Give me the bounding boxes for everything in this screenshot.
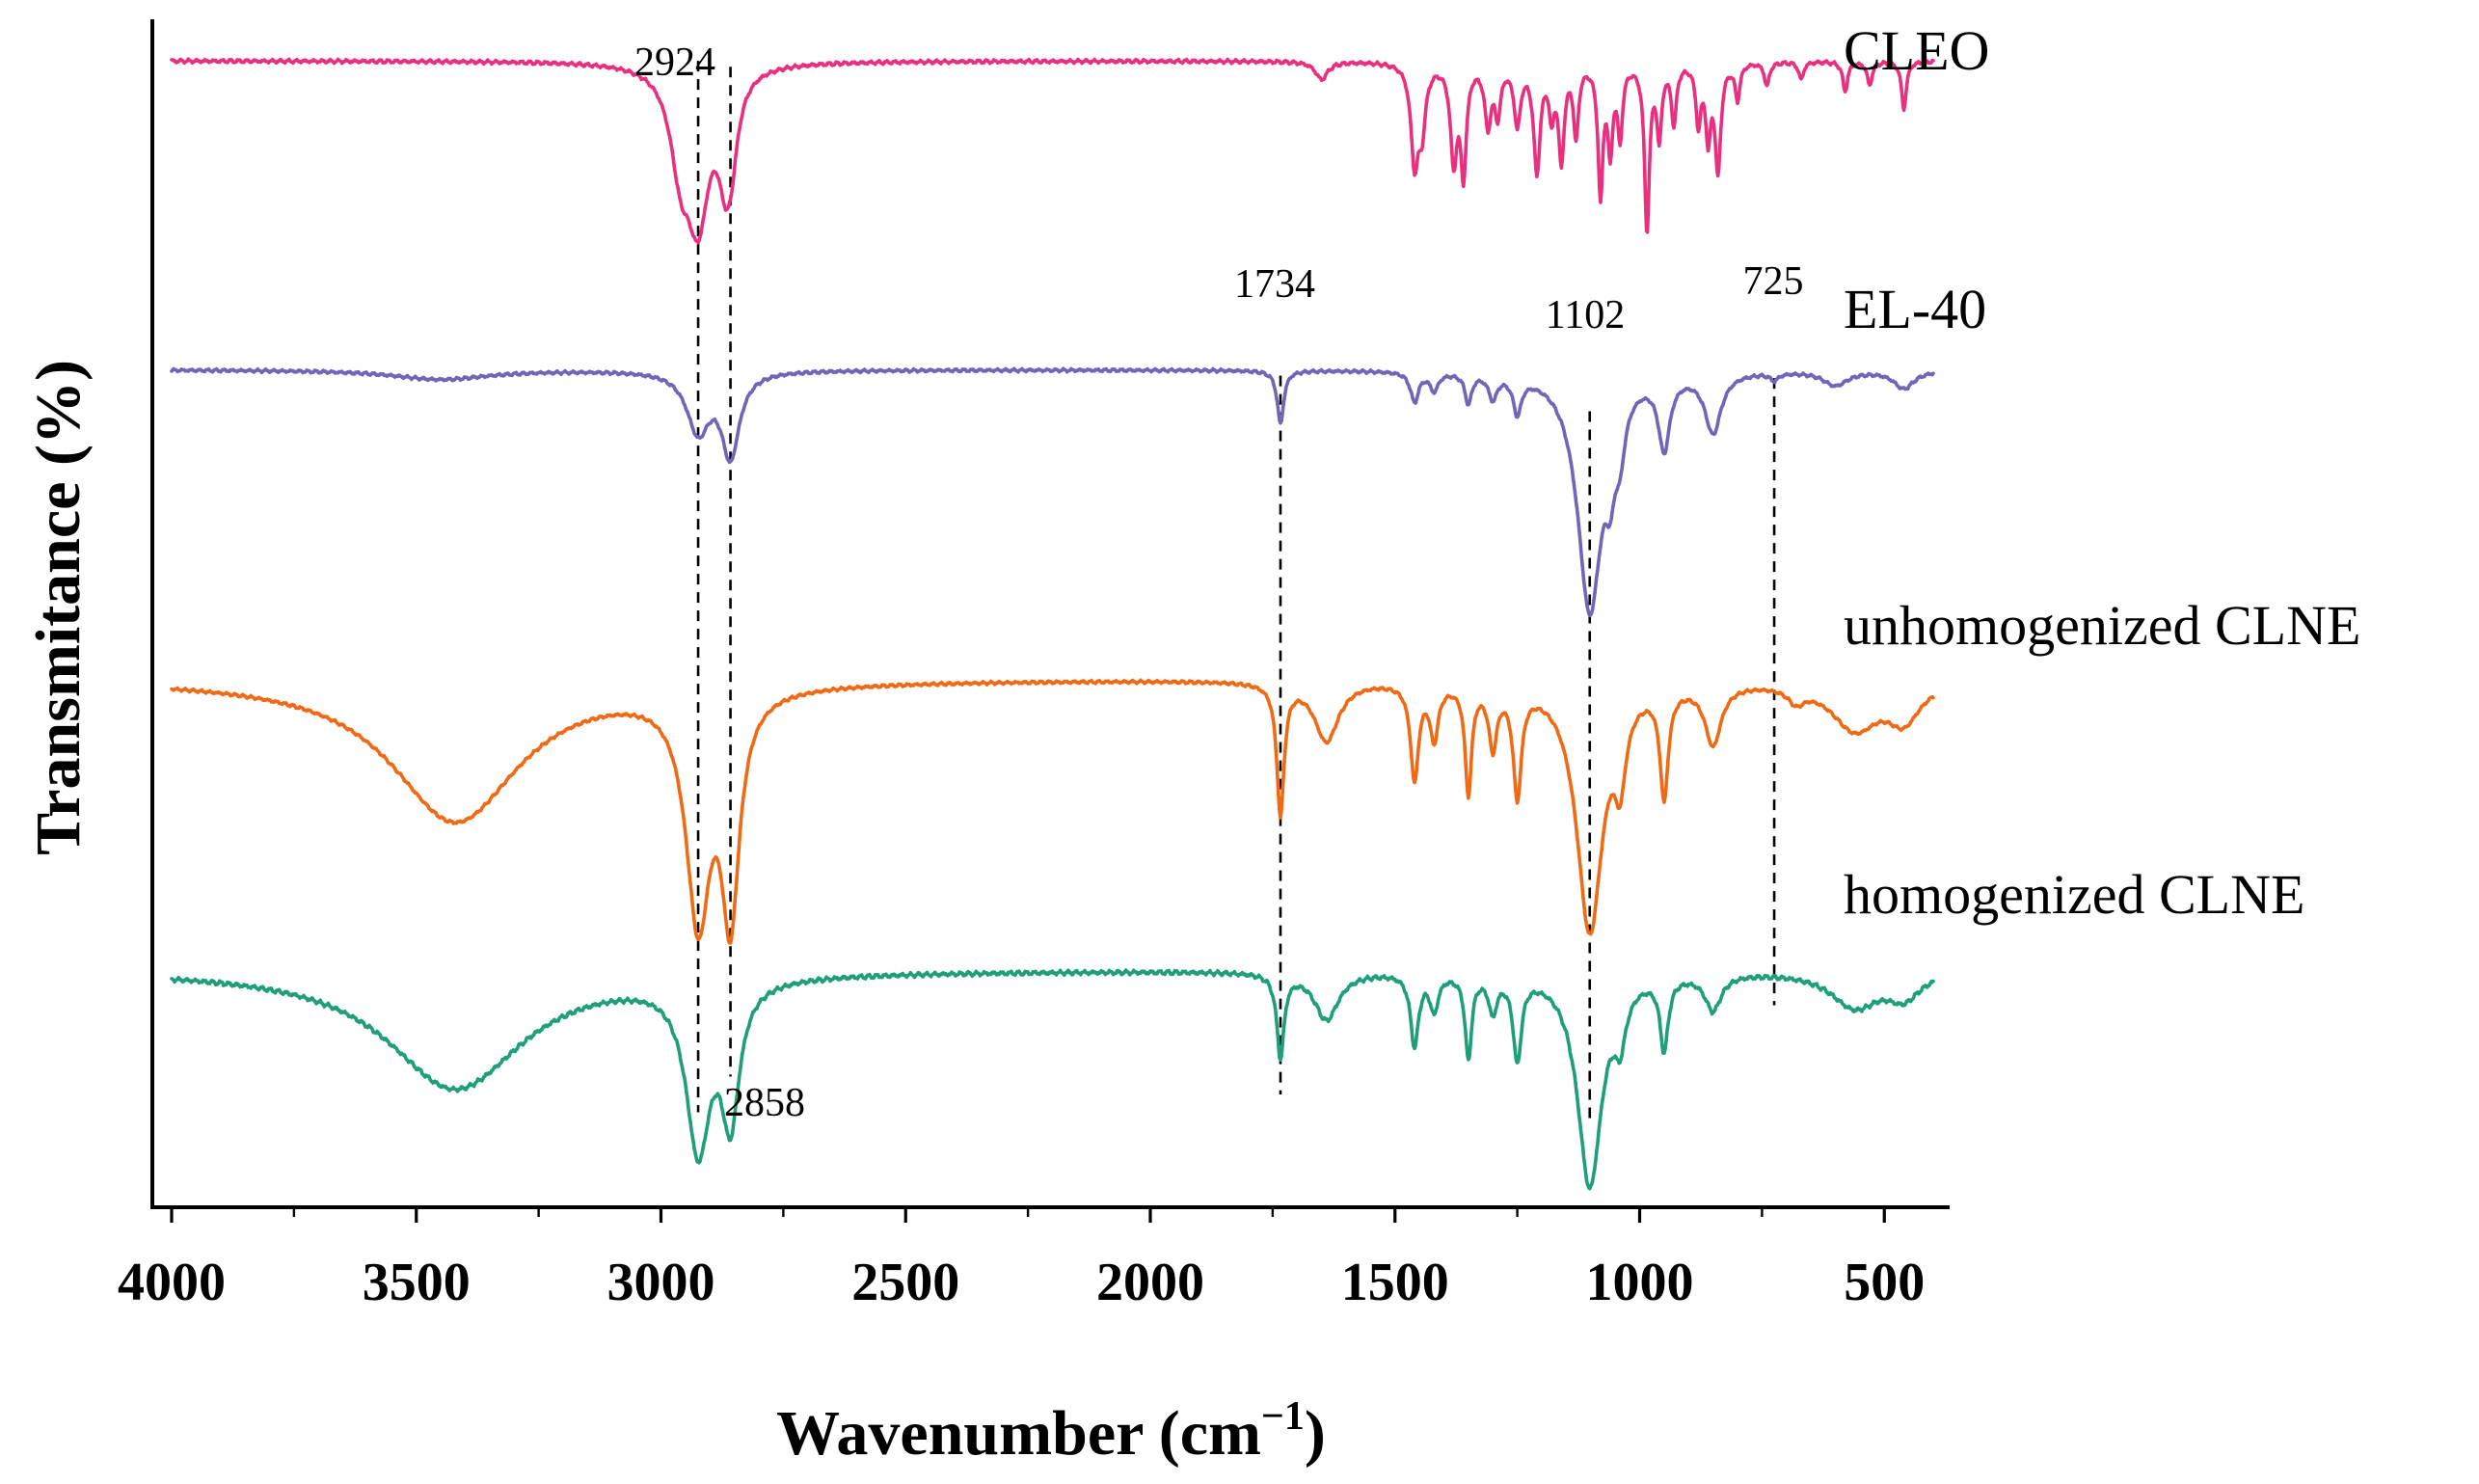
x-tick-label: 500	[1844, 1253, 1925, 1312]
axes	[150, 19, 1950, 1223]
series-label-unhomogenized-clne: unhomogenized CLNE	[1844, 594, 2360, 657]
series-line-el-40	[170, 366, 1935, 618]
x-tick-label: 4000	[118, 1253, 226, 1312]
x-axis-title-superscript: −1	[1261, 1394, 1305, 1439]
x-tick-label: 2500	[851, 1253, 959, 1312]
x-minor-ticks	[292, 1207, 1764, 1217]
x-tick-label: 2000	[1096, 1253, 1204, 1312]
y-axis-title: Transmitance (%)	[23, 360, 94, 855]
series-line-cleo	[170, 57, 1935, 245]
series-labels: CLEO EL-40 unhomogenized CLNE homogenize…	[1844, 19, 2360, 926]
x-tick-label: 3000	[607, 1253, 715, 1312]
x-tick-label: 1000	[1586, 1253, 1694, 1312]
peak-label-2924: 2924	[634, 40, 715, 85]
reference-lines	[696, 61, 1776, 1124]
series-label-el-40: EL-40	[1844, 278, 1986, 340]
peak-annotations: 2924 2858 1734 1102 725	[634, 40, 1804, 1125]
x-axis-title: Wavenumber (cm−1)	[776, 1394, 1326, 1469]
x-axis-title-close: )	[1305, 1398, 1326, 1469]
peak-label-1102: 1102	[1546, 293, 1625, 337]
x-major-ticks	[170, 1207, 1886, 1223]
peak-label-1734: 1734	[1234, 262, 1315, 307]
series-group	[170, 57, 1935, 1191]
peak-label-725: 725	[1743, 259, 1804, 304]
x-tick-label: 1500	[1341, 1253, 1449, 1312]
series-line-unhomogenized-clne	[170, 678, 1935, 945]
x-tick-labels: 4000 3500 3000 2500 2000 1500 1000 500	[118, 1253, 1925, 1312]
series-label-cleo: CLEO	[1844, 19, 1989, 82]
series-line-homogenized-clne	[170, 968, 1935, 1191]
series-label-homogenized-clne: homogenized CLNE	[1844, 863, 2304, 926]
x-axis-title-main: Wavenumber (cm	[776, 1398, 1261, 1469]
peak-label-2858: 2858	[724, 1081, 805, 1125]
x-tick-label: 3500	[363, 1253, 471, 1312]
